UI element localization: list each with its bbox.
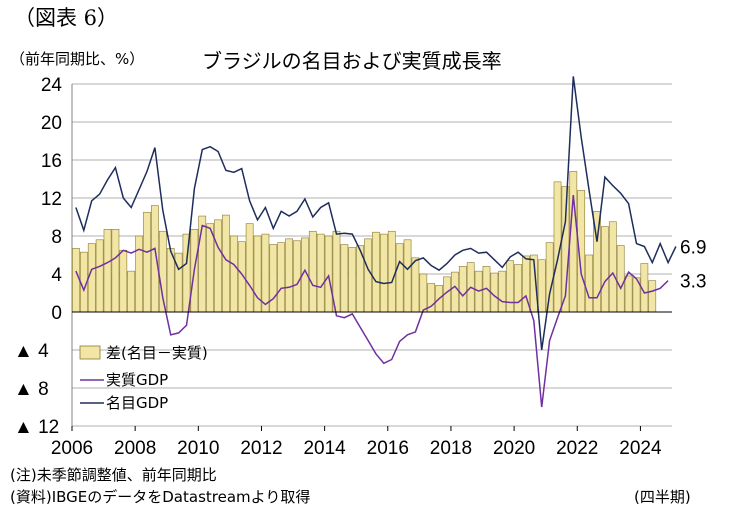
y-tick-label: ▲ 4 bbox=[14, 341, 49, 362]
bar bbox=[624, 275, 633, 313]
y-axis-ticks: ▲ 12 ▲ 8 ▲ 40 4 8 12 16 20 24 bbox=[14, 75, 62, 438]
y-tick-label: 8 bbox=[51, 227, 62, 248]
x-tick-label: 2014 bbox=[303, 438, 346, 459]
y-tick-label: ▲ 12 bbox=[14, 417, 59, 438]
bar bbox=[545, 242, 554, 313]
bar bbox=[364, 238, 372, 313]
x-tick-label: 2010 bbox=[177, 438, 219, 459]
bar bbox=[569, 171, 578, 313]
bar bbox=[648, 280, 657, 313]
bar bbox=[537, 259, 546, 313]
y-tick-label: 4 bbox=[51, 265, 62, 286]
legend-label-difference: 差(名目－実質) bbox=[106, 344, 208, 362]
bar bbox=[214, 219, 222, 313]
bar bbox=[340, 244, 349, 313]
bar bbox=[348, 247, 357, 313]
x-tick-label: 2020 bbox=[493, 438, 535, 459]
y-tick-label: ▲ 8 bbox=[14, 379, 49, 400]
bar bbox=[316, 233, 325, 313]
bar bbox=[103, 229, 112, 313]
y-tick-label: 16 bbox=[41, 151, 62, 172]
x-tick-label: 2012 bbox=[240, 438, 282, 459]
y-tick-label: 20 bbox=[41, 113, 62, 134]
bar bbox=[277, 242, 286, 313]
legend: 差(名目－実質) 実質GDP 名目GDP bbox=[79, 344, 208, 412]
bar bbox=[395, 243, 404, 313]
bar bbox=[324, 235, 333, 313]
bar bbox=[308, 230, 317, 313]
bar bbox=[222, 214, 230, 313]
unit-label: （前年同期比、%） bbox=[10, 50, 145, 68]
bar bbox=[111, 229, 120, 313]
bar bbox=[72, 248, 80, 313]
figure-label: （図表 6） bbox=[14, 6, 119, 30]
bar bbox=[229, 235, 238, 313]
source-text: (資料)IBGEのデータをDatastreamより取得 bbox=[10, 488, 311, 506]
x-tick-label: 2018 bbox=[430, 438, 472, 459]
bar bbox=[143, 211, 151, 313]
bar bbox=[451, 271, 459, 313]
y-tick-label: 0 bbox=[51, 303, 62, 324]
x-axis-ticks: 2006 2008 2010 2012 2014 2016 2018 2020 2022 2024 bbox=[51, 426, 662, 459]
bar bbox=[601, 226, 609, 313]
note-text: (注)未季節調整値、前年同期比 bbox=[10, 466, 217, 484]
bar bbox=[261, 233, 270, 313]
y-tick-label: 24 bbox=[41, 75, 63, 96]
bar bbox=[411, 257, 420, 313]
y-tick-label: 12 bbox=[41, 189, 62, 210]
x-tick-label: 2016 bbox=[367, 438, 409, 459]
bar bbox=[127, 270, 136, 313]
bar bbox=[585, 254, 593, 313]
bar bbox=[245, 223, 254, 313]
bar bbox=[372, 231, 380, 313]
frequency-label: (四半期) bbox=[634, 488, 691, 506]
legend-label-real-gdp: 実質GDP bbox=[106, 371, 168, 389]
bar bbox=[387, 230, 396, 313]
bar bbox=[119, 249, 128, 313]
bar bbox=[285, 238, 293, 313]
end-label-difference: 3.3 bbox=[680, 272, 706, 293]
end-label-nominal: 6.9 bbox=[680, 237, 706, 258]
bar bbox=[506, 260, 515, 313]
bar bbox=[419, 273, 428, 313]
bar bbox=[514, 264, 522, 313]
line-nominal-gdp bbox=[75, 76, 677, 351]
x-tick-label: 2022 bbox=[556, 438, 598, 459]
bar bbox=[608, 221, 617, 313]
x-tick-label: 2024 bbox=[619, 438, 662, 459]
legend-swatch-difference bbox=[79, 345, 101, 360]
bar bbox=[458, 266, 467, 313]
x-tick-label: 2006 bbox=[51, 438, 93, 459]
line-real-gdp bbox=[75, 195, 669, 408]
bar bbox=[293, 240, 301, 313]
bar bbox=[403, 239, 412, 313]
chart-title: ブラジルの名目および実質成長率 bbox=[202, 49, 502, 73]
bar bbox=[95, 239, 104, 313]
bar bbox=[151, 205, 159, 313]
bar bbox=[135, 235, 143, 313]
bar bbox=[379, 233, 388, 313]
bar bbox=[498, 270, 507, 313]
bar bbox=[206, 223, 215, 313]
bar bbox=[198, 215, 207, 313]
x-tick-label: 2008 bbox=[114, 438, 156, 459]
bar bbox=[269, 244, 278, 313]
bar bbox=[616, 245, 625, 313]
legend-label-nominal-gdp: 名目GDP bbox=[106, 394, 168, 412]
